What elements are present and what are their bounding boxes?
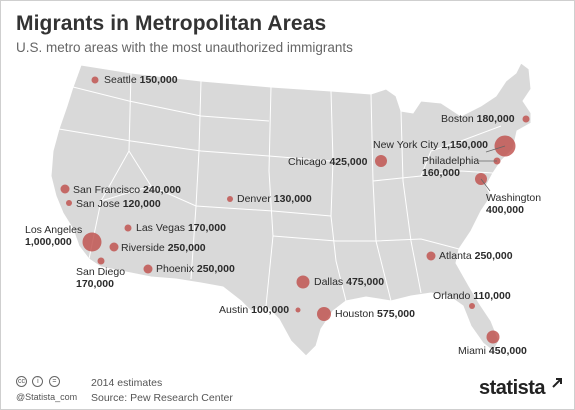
label-washington: Washington 400,000 xyxy=(486,192,542,216)
us-mainland-shape xyxy=(50,62,532,357)
footer-source: Source: Pew Research Center xyxy=(91,392,233,404)
label-san-jose: San Jose 120,000 xyxy=(76,198,161,210)
marker-riverside xyxy=(109,242,119,252)
statista-logo-icon xyxy=(552,378,563,388)
state-borders xyxy=(58,64,502,307)
label-chicago: Chicago 425,000 xyxy=(288,156,368,168)
marker-atlanta xyxy=(426,251,436,261)
marker-chicago xyxy=(375,155,387,167)
statista-logo[interactable]: statista xyxy=(479,377,563,400)
label-phoenix: Phoenix 250,000 xyxy=(156,263,235,275)
marker-los-angeles xyxy=(82,232,102,252)
marker-dallas xyxy=(296,275,310,289)
marker-austin xyxy=(295,307,301,313)
license-icons[interactable]: cc i = xyxy=(16,376,61,394)
label-san-francisco: San Francisco 240,000 xyxy=(73,184,182,196)
label-riverside: Riverside 250,000 xyxy=(121,242,206,254)
marker-san-francisco xyxy=(60,184,70,194)
marker-houston xyxy=(317,307,331,321)
cc-icon[interactable]: cc xyxy=(16,376,27,387)
marker-san-diego xyxy=(97,257,105,265)
marker-orlando xyxy=(469,303,475,309)
label-orlando: Orlando 110,000 xyxy=(433,290,511,302)
label-new-york-city: New York City 1,150,000 xyxy=(373,139,488,151)
attribution-icon[interactable]: i xyxy=(32,376,44,387)
label-houston: Houston 575,000 xyxy=(335,308,415,320)
label-seattle: Seattle 150,000 xyxy=(104,74,178,86)
label-los-angeles: Los Angeles 1,000,000 xyxy=(25,224,83,248)
marker-miami xyxy=(486,330,500,344)
label-philadelphia: Philadelphia 160,000 xyxy=(422,155,480,179)
page-subtitle: U.S. metro areas with the most unauthori… xyxy=(16,40,353,55)
credit-handle[interactable]: @Statista_com xyxy=(16,392,78,402)
label-las-vegas: Las Vegas 170,000 xyxy=(136,222,226,234)
label-boston: Boston 180,000 xyxy=(441,113,515,125)
marker-phoenix xyxy=(143,264,153,274)
page-title: Migrants in Metropolitan Areas xyxy=(16,12,327,35)
footer-note: 2014 estimates xyxy=(91,377,163,389)
label-dallas: Dallas 475,000 xyxy=(314,276,385,288)
marker-boston xyxy=(522,115,530,123)
label-miami: Miami 450,000 xyxy=(458,345,527,357)
label-denver: Denver 130,000 xyxy=(237,193,312,205)
city-markers xyxy=(60,76,530,344)
marker-seattle xyxy=(91,76,99,84)
statista-logo-text: statista xyxy=(479,377,546,399)
leader-lines xyxy=(479,145,506,192)
label-atlanta: Atlanta 250,000 xyxy=(439,250,513,262)
no-derivatives-icon[interactable]: = xyxy=(48,376,60,387)
label-san-diego: San Diego 170,000 xyxy=(76,266,126,290)
label-austin: Austin 100,000 xyxy=(219,304,290,316)
marker-san-jose xyxy=(66,200,72,206)
marker-denver xyxy=(227,196,233,202)
marker-las-vegas xyxy=(124,224,132,232)
